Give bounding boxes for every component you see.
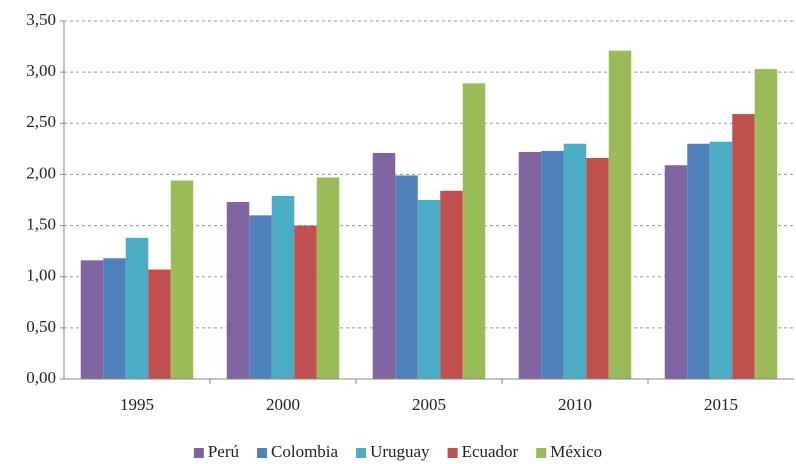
legend-swatch [193,448,204,458]
bar [316,177,340,379]
bar [271,195,295,379]
bar [148,269,171,379]
bar [608,50,632,380]
y-tick-label: 3,50 [26,10,56,29]
bar [372,152,396,379]
y-tick-label: 1,00 [26,266,56,285]
legend-label: Colombia [271,442,339,461]
y-tick-label: 0,50 [26,317,56,336]
x-tick-label: 2010 [558,395,592,414]
bar [709,141,733,379]
legend-swatch [447,448,458,458]
bar [664,165,688,379]
bar [294,225,317,379]
legend-label: Uruguay [370,442,430,461]
y-tick-label: 2,00 [26,163,56,182]
y-tick-label: 2,50 [26,112,56,131]
x-tick-label: 2005 [412,395,446,414]
bar [563,143,587,379]
legend-swatch [356,448,367,458]
bar [395,175,418,379]
bar [687,143,710,379]
y-tick-label: 3,00 [26,61,56,80]
x-tick-label: 1995 [120,395,154,414]
bar [417,200,441,379]
bar [462,83,486,379]
bar [518,151,542,379]
bar [80,260,104,379]
bar [170,180,194,379]
bar [440,190,463,379]
legend-swatch [257,448,268,458]
bar [103,258,126,379]
bar [541,150,564,379]
x-tick-label: 2000 [266,395,300,414]
bar [249,215,272,379]
y-tick-label: 1,50 [26,214,56,233]
legend-label: Perú [208,442,240,461]
legend-swatch [536,448,547,458]
bar [125,237,149,379]
y-tick-label: 0,00 [26,368,56,387]
bar [226,202,250,379]
x-tick-label: 2015 [704,395,738,414]
legend-label: México [550,442,602,461]
bar [732,114,755,379]
legend-label: Ecuador [462,442,519,461]
bar [754,69,778,380]
bar [586,158,609,379]
